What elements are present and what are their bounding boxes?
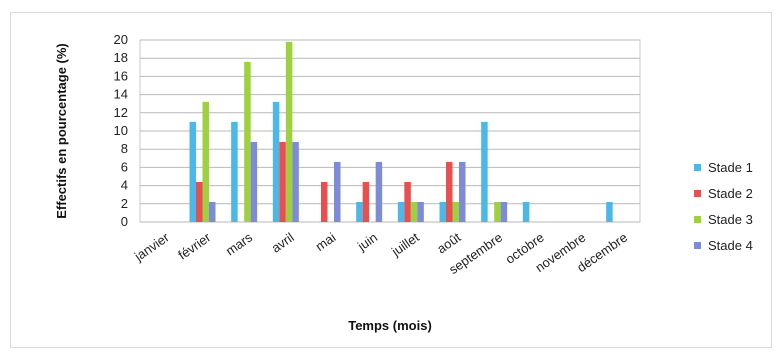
y-tick-label: 0 [121,214,128,229]
bar-stade-2-7 [446,161,453,222]
bar-stade-2-5 [362,181,370,222]
x-tick-label: juillet [388,229,422,259]
x-tick-label: juin [354,230,380,254]
x-tick-label: mai [313,230,339,254]
y-tick-label: 4 [121,178,128,193]
bar-stade-4-2 [250,141,258,222]
bar-stade-1-5 [356,201,363,222]
bar-stade-4-3 [292,141,299,222]
bar-stade-1-11 [606,201,613,222]
bar-stade-4-7 [459,161,466,222]
bar-stade-1-3 [272,101,280,222]
y-tick-label: 20 [114,32,128,47]
bar-stade-3-6 [410,201,418,222]
legend-swatch [694,216,701,223]
bar-stade-1-9 [522,201,530,222]
bar-stade-2-1 [196,181,203,222]
bar-stade-1-6 [397,201,405,222]
bar-stade-2-4 [321,181,328,222]
bar-stade-1-1 [189,121,196,222]
x-tick-label: avril [269,230,297,256]
y-tick-label: 6 [121,159,128,174]
bar-stade-4-6 [417,201,424,222]
y-tick-label: 10 [114,123,128,138]
x-tick-label: mars [223,229,256,258]
bar-stade-1-2 [231,121,238,222]
x-tick-label: août [434,229,464,256]
y-tick-label: 16 [114,68,128,83]
bar-stade-1-8 [481,121,488,222]
x-tick-label: février [175,229,214,262]
legend-swatch [694,242,701,249]
legend-label: Stade 2 [708,186,753,201]
x-tick-label: janvier [131,229,172,264]
bar-stade-3-3 [285,41,293,222]
bar-stade-3-2 [244,61,251,223]
y-axis-ticks: 0 2 4 6 8 10 12 14 16 18 20 [114,32,128,229]
x-axis-title: Temps (mois) [348,318,432,333]
y-tick-label: 12 [114,105,128,120]
bar-stade-3-8 [494,201,501,222]
legend-label: Stade 3 [708,212,753,227]
legend-swatch [694,190,701,197]
bar-stade-4-5 [375,161,383,222]
bar-stade-4-4 [334,161,341,222]
legend-swatch [694,164,701,171]
y-tick-label: 2 [121,196,128,211]
legend-label: Stade 4 [708,238,753,253]
y-axis-title: Effectifs en pourcentage (%) [54,43,69,219]
bar-stade-2-3 [279,141,286,222]
bars [189,41,613,223]
x-axis-ticks: janvier février mars avril mai juin juillet aoû… [131,229,630,277]
bar-stade-3-1 [202,101,209,222]
gridlines [140,39,640,223]
y-tick-label: 18 [114,50,128,65]
y-tick-label: 8 [121,141,128,156]
bar-stade-4-1 [209,201,216,222]
bar-stade-4-8 [500,201,508,222]
bar-stade-3-7 [452,201,459,222]
bar-stade-1-7 [439,201,446,222]
legend-label: Stade 1 [708,160,753,175]
legend: Stade 1 Stade 2 Stade 3 Stade 4 [694,160,753,253]
y-tick-label: 14 [114,87,128,102]
bar-stade-2-6 [404,181,411,222]
